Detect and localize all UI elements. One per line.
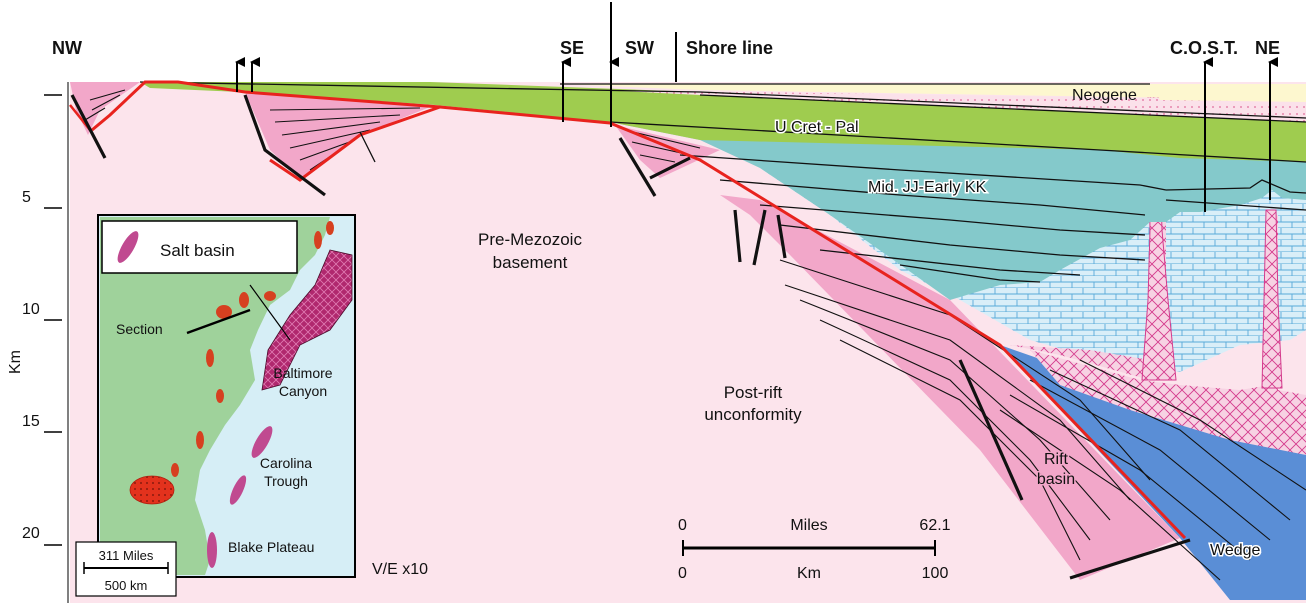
vertical-exaggeration: V/E x10: [372, 561, 428, 578]
depth-tick-10: 10: [22, 301, 40, 318]
inset-scale-miles: 311 Miles: [99, 548, 154, 563]
rift-half-graben-1: [245, 92, 435, 178]
inset-label-blake-plateau: Blake Plateau: [228, 539, 314, 555]
scale-bar: 0 Miles 62.1 0 Km 100: [678, 517, 951, 582]
well-arrows: [235, 57, 1278, 212]
wedge-layer: [1000, 345, 1306, 600]
label-pre-mezozoic: Pre-Mezozoic: [478, 230, 582, 249]
rift-basin: [720, 195, 1180, 580]
inset-label-section: Section: [116, 321, 163, 337]
label-u-cret-pal: U Cret - Pal: [775, 119, 859, 136]
mid-jj-layer: [600, 120, 1306, 300]
rift-half-graben-2: [615, 125, 720, 178]
scale-miles-zero: 0: [678, 517, 687, 534]
label-wedge: Wedge: [1210, 542, 1261, 559]
depth-tick-20: 20: [22, 525, 40, 542]
salt-basin-legend-icon: [117, 231, 139, 263]
label-shore-line: Shore line: [686, 38, 773, 58]
scale-km-label: Km: [797, 565, 821, 582]
inset-map: Salt basin Section Baltimore Canyon Caro…: [75, 214, 356, 597]
scale-km-zero: 0: [678, 565, 687, 582]
inset-label-trough: Trough: [264, 473, 308, 489]
faults: [70, 94, 1191, 580]
label-basement: basement: [493, 253, 568, 272]
inset-label-canyon: Canyon: [279, 383, 327, 399]
scale-km-value: 100: [922, 565, 949, 582]
label-nw: NW: [52, 38, 82, 58]
label-basin: basin: [1037, 471, 1075, 488]
post-rift-unconformity-line: [91, 80, 1187, 540]
label-rift: Rift: [1044, 451, 1069, 468]
depth-tick-5: 5: [22, 189, 31, 206]
neogene-layer: [560, 84, 1306, 100]
inset-scale-km: 500 km: [105, 578, 148, 593]
inset-legend-salt-basin: Salt basin: [160, 241, 235, 260]
label-sw: SW: [625, 38, 654, 58]
label-mid-jj: Mid. JJ-Early KK: [868, 179, 987, 196]
salt-diapir-right: [1261, 209, 1283, 389]
scale-miles-value: 62.1: [919, 517, 950, 534]
depth-axis-unit: Km: [7, 350, 24, 374]
label-post-rift: Post-rift: [724, 383, 783, 402]
scale-miles-label: Miles: [790, 517, 827, 534]
inset-baltimore-salt: [261, 249, 353, 391]
label-se: SE: [560, 38, 584, 58]
label-neogene: Neogene: [1072, 87, 1137, 104]
label-cost: C.O.S.T.: [1170, 38, 1238, 58]
inset-label-carolina: Carolina: [260, 455, 312, 471]
depth-axis: 5 10 15 20 Km: [7, 82, 69, 603]
rift-strata: [84, 89, 1306, 581]
inset-label-baltimore: Baltimore: [273, 365, 332, 381]
horizon-lines: [139, 81, 1306, 283]
label-ne: NE: [1255, 38, 1280, 58]
depth-tick-15: 15: [22, 413, 40, 430]
label-unconformity: unconformity: [704, 405, 802, 424]
salt-base: [1030, 215, 1306, 455]
u-cret-layer: [140, 82, 1306, 162]
